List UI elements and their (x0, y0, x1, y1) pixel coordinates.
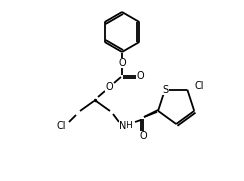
Text: S: S (162, 85, 168, 95)
Text: Cl: Cl (56, 121, 66, 131)
Text: O: O (136, 71, 144, 81)
Text: H: H (125, 121, 131, 131)
Text: O: O (118, 58, 126, 68)
Text: N: N (119, 121, 127, 131)
Text: O: O (139, 131, 147, 141)
Text: O: O (105, 82, 113, 92)
Text: Cl: Cl (194, 81, 204, 91)
